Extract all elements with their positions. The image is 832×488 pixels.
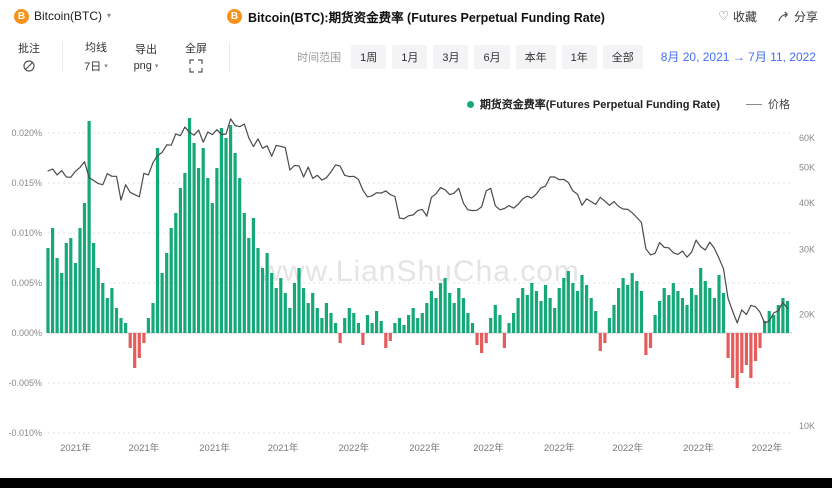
funding-rate-chart[interactable]: 0.020% 0.015% 0.010% 0.005% 0.000% -0.005% -0.… [0, 111, 832, 463]
svg-text:2021年: 2021年 [129, 442, 160, 454]
export-format-value: png [133, 60, 152, 72]
annotation-tool[interactable]: 批注 [12, 40, 46, 73]
chevron-down-icon: ▾ [104, 62, 108, 70]
btc-icon: B [227, 8, 243, 24]
legend-item-funding-rate[interactable]: 期货资金费率(Futures Perpetual Funding Rate) [466, 96, 720, 112]
top-header: B Bitcoin(BTC) ▾ B Bitcoin(BTC):期货资金费率 (… [0, 0, 832, 32]
favorite-button[interactable]: ♡ 收藏 [718, 8, 757, 25]
date-range-start: 8月 20, 2021 [660, 50, 730, 64]
moving-average-tool: 均线 7日 ▾ [79, 39, 113, 74]
time-range-controls: 时间范围 1周 1月 3月 6月 本年 1年 全部 8月 20, 2021 → 7月 11,… [297, 44, 816, 69]
svg-text:0.015%: 0.015% [11, 178, 42, 188]
range-button[interactable]: 本年 [515, 44, 556, 69]
annotation-toggle-icon[interactable] [22, 59, 36, 73]
svg-text:2022年: 2022年 [752, 442, 783, 454]
svg-text:10K: 10K [799, 421, 815, 431]
svg-text:0.020%: 0.020% [11, 128, 42, 138]
share-icon [777, 10, 790, 23]
svg-text:2022年: 2022年 [473, 442, 504, 454]
chart-toolbar: 批注 均线 7日 ▾ 导出 png ▾ 全屏 [0, 32, 832, 79]
bottom-black-bar [0, 478, 832, 488]
svg-text:2022年: 2022年 [683, 442, 714, 454]
header-actions: ♡ 收藏 分享 [718, 8, 818, 25]
legend-line-icon [746, 103, 762, 105]
range-button[interactable]: 1月 [392, 44, 428, 69]
toolbar-divider [229, 41, 230, 72]
svg-text:2022年: 2022年 [544, 442, 575, 454]
moving-average-value: 7日 [84, 61, 102, 73]
range-button[interactable]: 3月 [433, 44, 469, 69]
annotation-label: 批注 [18, 43, 40, 55]
chevron-down-icon: ▾ [107, 11, 112, 20]
range-button[interactable]: 1周 [351, 44, 387, 69]
page-title-text: Bitcoin(BTC):期货资金费率 (Futures Perpetual F… [248, 10, 605, 25]
date-range-end: 7月 11, 2022 [748, 50, 816, 64]
share-label: 分享 [793, 9, 818, 24]
legend-price-label: 价格 [768, 99, 790, 111]
svg-text:40K: 40K [799, 198, 815, 208]
svg-text:2022年: 2022年 [338, 442, 369, 454]
svg-text:0.000%: 0.000% [11, 328, 42, 338]
share-button[interactable]: 分享 [777, 8, 818, 25]
date-range-picker[interactable]: 8月 20, 2021 → 7月 11, 2022 [661, 48, 816, 65]
svg-text:20K: 20K [799, 310, 815, 320]
chart-legend: 期货资金费率(Futures Perpetual Funding Rate) 价… [0, 79, 832, 111]
svg-text:30K: 30K [799, 244, 815, 254]
svg-text:2021年: 2021年 [268, 442, 299, 454]
moving-average-label: 均线 [85, 42, 107, 54]
range-button[interactable]: 1年 [561, 44, 597, 69]
time-range-label: 时间范围 [297, 51, 342, 64]
coin-selector-label: Bitcoin(BTC) [34, 9, 103, 23]
svg-text:2021年: 2021年 [199, 442, 230, 454]
legend-dot-icon [466, 100, 474, 108]
svg-text:2022年: 2022年 [612, 442, 643, 454]
export-label: 导出 [135, 44, 157, 56]
legend-funding-rate-label: 期货资金费率(Futures Perpetual Funding Rate) [479, 99, 720, 111]
toolbar-divider [62, 41, 63, 72]
chevron-down-icon: ▾ [154, 62, 159, 70]
fullscreen-tool: 全屏 [179, 40, 213, 73]
svg-text:-0.005%: -0.005% [8, 378, 42, 388]
svg-text:2021年: 2021年 [60, 442, 91, 454]
svg-text:2022年: 2022年 [409, 442, 440, 454]
svg-text:0.005%: 0.005% [11, 278, 42, 288]
svg-text:0.010%: 0.010% [11, 228, 42, 238]
range-button[interactable]: 6月 [474, 44, 510, 69]
heart-icon: ♡ [718, 9, 729, 23]
page-title: B Bitcoin(BTC):期货资金费率 (Futures Perpetual… [227, 7, 605, 26]
tool-groups: 批注 均线 7日 ▾ 导出 png ▾ 全屏 [12, 39, 230, 74]
arrow-right-icon: → [732, 50, 745, 64]
moving-average-select[interactable]: 7日 ▾ [84, 58, 108, 74]
coin-selector[interactable]: B Bitcoin(BTC) ▾ [14, 8, 112, 24]
export-tool: 导出 png ▾ [129, 41, 163, 72]
export-format-select[interactable]: png ▾ [134, 60, 159, 72]
fullscreen-icon[interactable] [189, 59, 203, 73]
range-button[interactable]: 全部 [602, 44, 643, 69]
svg-text:50K: 50K [799, 162, 815, 172]
svg-text:www.LianShuCha.com: www.LianShuCha.com [259, 255, 580, 288]
fullscreen-label: 全屏 [185, 43, 207, 55]
favorite-label: 收藏 [732, 9, 757, 24]
svg-text:60K: 60K [799, 133, 815, 143]
btc-icon: B [14, 8, 29, 24]
svg-text:-0.010%: -0.010% [8, 428, 42, 438]
range-buttons: 1周 1月 3月 6月 本年 1年 全部 [351, 44, 643, 69]
legend-item-price[interactable]: 价格 [746, 96, 790, 112]
